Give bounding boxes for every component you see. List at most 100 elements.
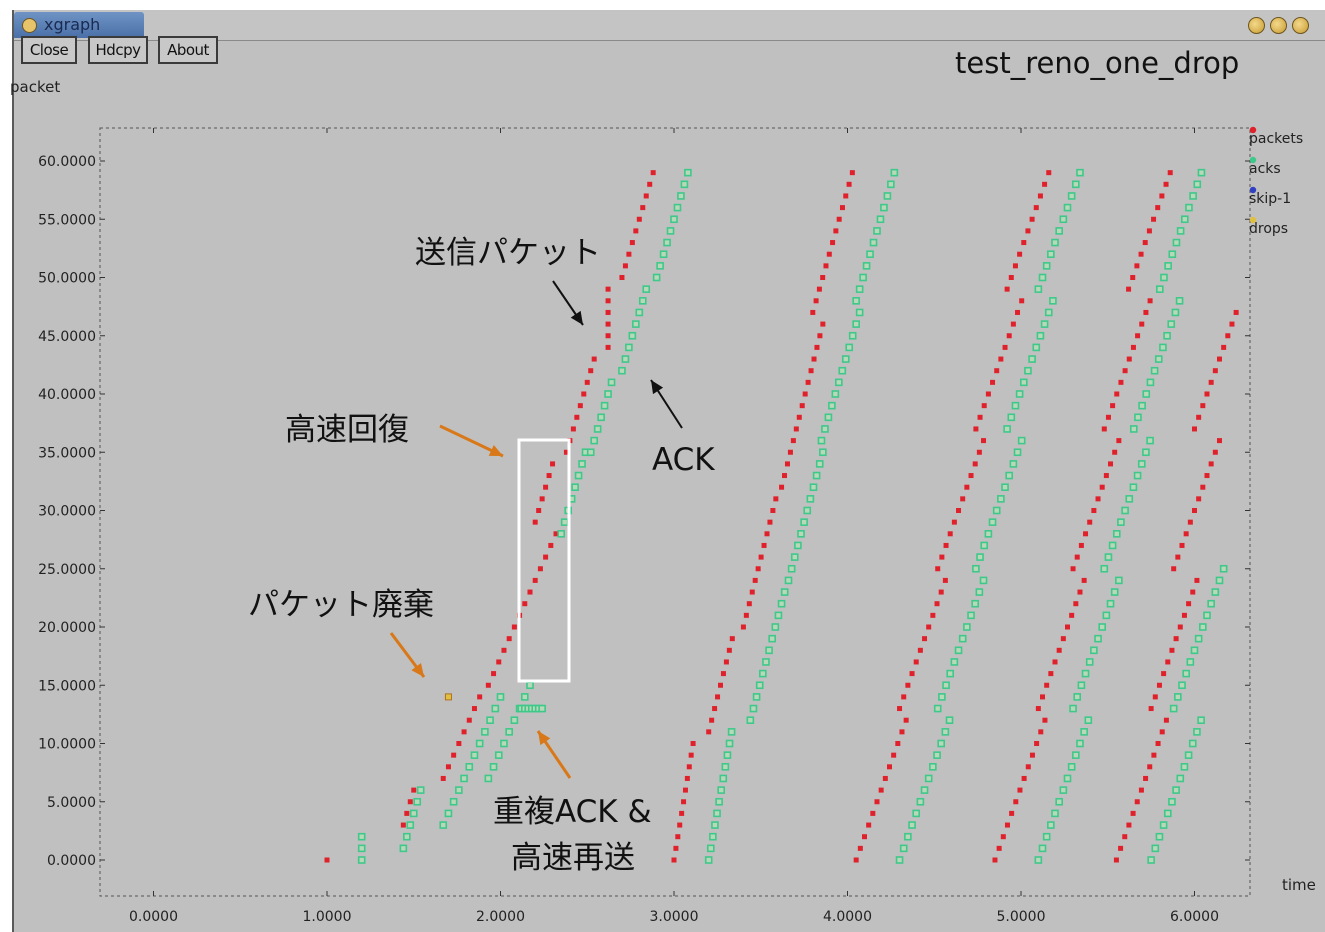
packet-point (1046, 170, 1052, 176)
packet-point (1113, 857, 1119, 863)
ack-point (571, 483, 579, 492)
packet-point (1138, 787, 1144, 793)
ack-point (1055, 797, 1063, 806)
x-tick-label: 1.0000 (303, 909, 352, 925)
packet-point (717, 682, 723, 688)
packet-point (477, 694, 483, 700)
ack-point (967, 611, 975, 620)
packet-point (973, 426, 979, 432)
ack-point (950, 658, 959, 666)
title-bar[interactable]: xgraph (14, 10, 1325, 41)
packet-point (1208, 461, 1214, 467)
ack-point (1090, 646, 1098, 655)
packet-point (563, 449, 569, 455)
minimize-icon[interactable] (1248, 17, 1265, 34)
ack-point (984, 529, 993, 538)
maximize-icon[interactable] (1270, 17, 1287, 34)
ack-point (1098, 623, 1106, 631)
packet-point (1108, 461, 1114, 467)
packet-point (440, 775, 446, 781)
packet-point (532, 519, 538, 525)
window-menu-icon[interactable] (22, 18, 37, 33)
packet-point (726, 647, 732, 653)
packet-point (1139, 321, 1145, 327)
ack-point (869, 238, 878, 247)
ack-point (862, 262, 871, 270)
packet-point (626, 251, 632, 257)
ack-point (1194, 634, 1203, 643)
packet-point (543, 554, 549, 560)
packet-point (324, 857, 330, 863)
ack-point (607, 378, 616, 387)
ack-point (883, 192, 892, 200)
ack-point (593, 425, 602, 433)
ack-point (1009, 460, 1018, 468)
ack-point (1034, 856, 1043, 864)
close-button[interactable]: Close (21, 36, 77, 64)
packet-point (1048, 671, 1054, 677)
ack-point (1121, 506, 1129, 515)
arrow-head (538, 731, 551, 746)
packet-point (723, 659, 729, 665)
ack-point (1005, 471, 1014, 480)
title-tab: xgraph (14, 12, 144, 38)
packet-point (1152, 694, 1158, 700)
ack-point (1176, 227, 1185, 235)
ack-point (1038, 273, 1047, 282)
ack-point (831, 390, 840, 398)
ack-point (1094, 634, 1102, 643)
y-tick-label: 50.0000 (38, 271, 96, 287)
ack-point (628, 331, 637, 340)
ack-point (1151, 844, 1160, 853)
packet-point (1175, 554, 1181, 560)
packet-point (1187, 519, 1193, 525)
ack-point (1155, 832, 1164, 841)
about-button[interactable]: About (158, 36, 218, 64)
ack-point (1077, 681, 1086, 690)
packet-point (522, 601, 528, 607)
ack-point (475, 739, 484, 748)
packet-point (605, 321, 611, 327)
ack-point (510, 716, 519, 725)
ack-point (713, 809, 721, 818)
arrow-fast-recovery (439, 424, 504, 458)
packet-point (404, 810, 410, 816)
hdcpy-button[interactable]: Hdcpy (88, 36, 148, 64)
ack-point (1036, 331, 1045, 340)
ack-point (908, 821, 916, 829)
ack-point (890, 168, 899, 177)
packet-point (1155, 205, 1161, 211)
ack-point (1203, 611, 1211, 620)
packet-point (1004, 822, 1010, 828)
ack-point (725, 739, 734, 748)
packet-point (849, 170, 855, 176)
packet-point (976, 449, 982, 455)
packet-point (1101, 426, 1107, 432)
ack-point (590, 436, 598, 445)
ack-point (821, 425, 829, 433)
ack-point (912, 809, 921, 818)
ack-point (1190, 646, 1199, 655)
packet-point (1192, 426, 1197, 432)
ack-point (709, 832, 717, 841)
packet-point (755, 566, 761, 572)
close-window-icon[interactable] (1292, 17, 1309, 34)
packet-point (682, 787, 688, 793)
ack-point (1019, 378, 1028, 387)
ack-point (933, 704, 942, 713)
packet-point (445, 764, 451, 770)
ack-point (1163, 331, 1171, 340)
packet-point (673, 845, 679, 851)
arrow-packet-drop (389, 632, 426, 678)
packet-point (485, 682, 491, 688)
ack-point (560, 518, 569, 526)
ack-point (449, 797, 458, 806)
ack-point (1042, 262, 1051, 270)
packet-point (758, 554, 764, 560)
ack-point (574, 471, 583, 480)
ack-point (749, 704, 758, 713)
packet-point (636, 216, 642, 222)
packet-point (550, 461, 556, 467)
ack-point (491, 704, 500, 713)
ack-point (899, 844, 908, 853)
